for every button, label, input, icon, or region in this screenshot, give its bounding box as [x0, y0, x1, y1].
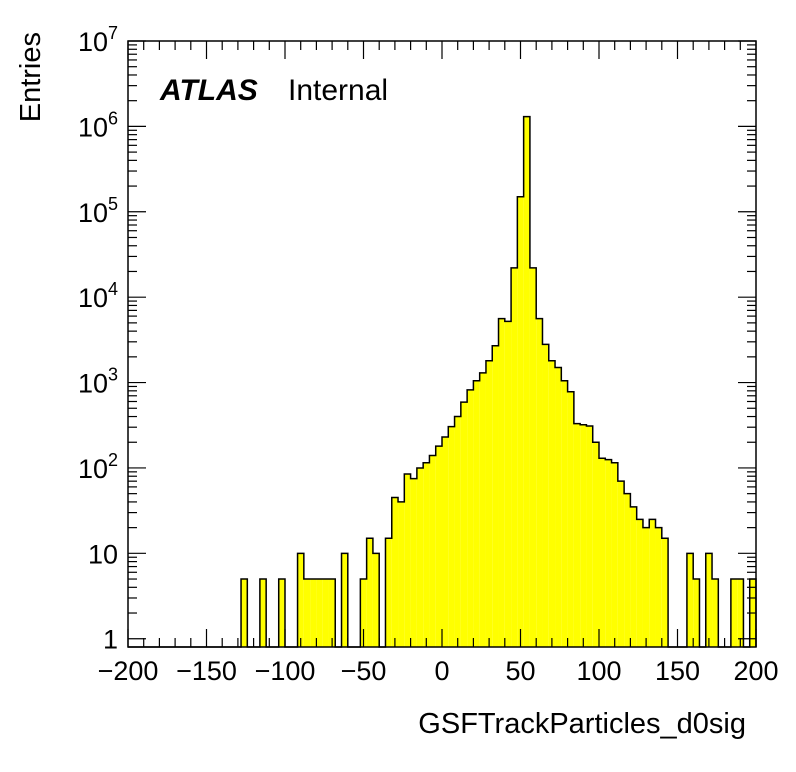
histogram-bar — [341, 553, 348, 647]
histogram-bar — [555, 367, 562, 647]
histogram-bar — [611, 462, 618, 647]
x-tick-label: 100 — [576, 656, 621, 686]
histogram-bars — [241, 116, 756, 648]
histogram-bar — [542, 344, 549, 647]
histogram-bar — [592, 442, 599, 647]
histogram-bar — [448, 426, 455, 647]
histogram-bar — [730, 579, 738, 647]
histogram-bar — [567, 391, 574, 647]
histogram-bar — [573, 423, 581, 647]
x-tick-label: −100 — [255, 656, 316, 686]
histogram-bar — [492, 345, 499, 647]
histogram-bar — [511, 267, 518, 647]
y-tick-label: 107 — [78, 23, 118, 57]
histogram-bar — [316, 579, 323, 647]
y-tick-labels: 1 10 102 103 104 105 106 107 — [78, 23, 118, 655]
y-tick-label: 103 — [78, 365, 118, 399]
histogram-bar — [423, 462, 430, 647]
histogram-bar — [322, 579, 329, 647]
histogram-bar — [429, 455, 436, 647]
histogram-bar — [737, 579, 744, 647]
histogram-bar — [599, 458, 606, 647]
histogram-bar — [655, 527, 662, 647]
histogram-bar — [605, 459, 612, 647]
axis-ticks — [127, 40, 757, 647]
histogram-bar — [391, 497, 399, 647]
histogram-outline — [128, 115, 757, 648]
internal-label: Internal — [288, 74, 388, 107]
y-axis-title: Entries — [15, 32, 47, 122]
plot-frame — [127, 40, 757, 648]
histogram-bar — [460, 402, 468, 647]
x-axis-title: GSFTrackParticles_d0sig — [418, 708, 746, 740]
histogram-bar — [485, 360, 493, 647]
x-tick-label: 200 — [733, 656, 778, 686]
histogram-bar — [624, 493, 631, 647]
histogram-bar — [630, 506, 637, 647]
histogram-bar — [454, 416, 461, 647]
histogram-bar — [504, 321, 512, 647]
histogram-bar — [642, 527, 650, 647]
histogram-bar — [479, 372, 486, 647]
x-tick-label: 150 — [655, 656, 700, 686]
histogram-bar — [328, 579, 336, 647]
x-tick-labels: −200 −150 −100 −50 0 50 100 150 200 — [98, 656, 779, 686]
histogram-bar — [303, 579, 311, 647]
y-tick-label: 1 — [103, 625, 118, 655]
x-tick-label: 0 — [434, 656, 449, 686]
histogram-bar — [693, 579, 700, 647]
x-tick-label: −50 — [341, 656, 387, 686]
histogram-bar — [498, 318, 505, 647]
histogram-bar — [561, 380, 568, 647]
histogram-bar — [580, 424, 587, 647]
histogram-bar — [536, 318, 543, 647]
y-tick-label: 10 — [88, 539, 118, 569]
histogram-bar — [548, 360, 556, 647]
histogram-bar — [649, 519, 656, 647]
histogram-bar — [442, 437, 449, 647]
histogram-bar — [385, 538, 392, 647]
histogram-bar — [366, 538, 373, 647]
histogram-bar — [517, 196, 524, 647]
histogram-bar — [686, 553, 694, 647]
x-tick-label: −150 — [176, 656, 237, 686]
y-tick-label: 105 — [78, 194, 118, 228]
y-tick-label: 102 — [78, 450, 118, 484]
x-tick-label: 50 — [505, 656, 535, 686]
histogram-bar — [529, 267, 537, 647]
histogram-bar — [636, 519, 643, 647]
histogram-bar — [467, 389, 474, 647]
histogram-bar — [278, 579, 285, 647]
histogram-bar — [661, 538, 669, 647]
y-tick-label: 104 — [78, 279, 118, 313]
histogram-bar — [416, 467, 424, 647]
histogram-bar — [712, 579, 719, 647]
histogram-bar — [586, 425, 593, 647]
histogram-bar — [523, 116, 530, 648]
y-tick-label: 106 — [78, 108, 118, 142]
histogram-bar — [473, 380, 480, 647]
histogram-bar — [398, 501, 405, 647]
histogram-bar — [360, 579, 367, 647]
histogram-bar — [705, 553, 713, 647]
x-tick-label: −200 — [98, 656, 159, 686]
histogram-bar — [259, 579, 267, 647]
histogram-bar — [435, 446, 442, 647]
histogram-bar — [617, 481, 625, 647]
histogram-bar — [297, 553, 304, 647]
histogram-bar — [241, 579, 248, 647]
histogram-bar — [310, 579, 317, 647]
histogram-bar — [404, 473, 411, 647]
atlas-label: ATLAS — [159, 74, 258, 107]
histogram-bar — [410, 478, 417, 647]
histogram-bar — [372, 553, 380, 647]
